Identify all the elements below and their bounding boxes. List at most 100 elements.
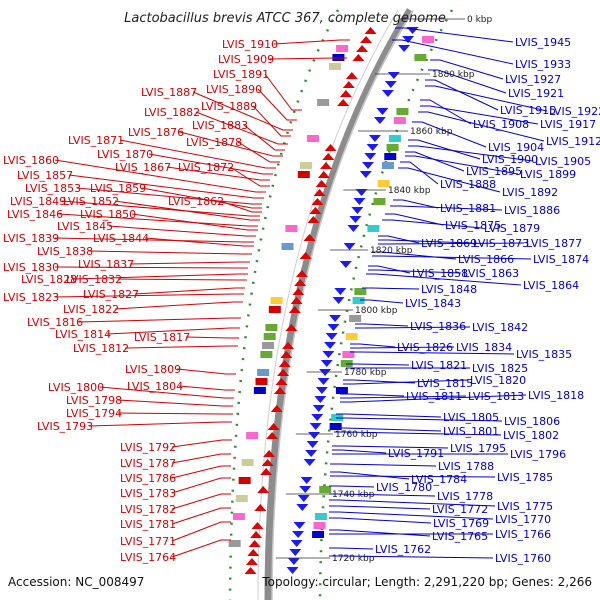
- gene-label-reverse[interactable]: LVIS_1775: [497, 500, 553, 513]
- gene-label-forward[interactable]: LVIS_1782: [120, 503, 176, 516]
- gene-label-forward[interactable]: LVIS_1839: [3, 232, 59, 245]
- gene-label-forward[interactable]: LVIS_1794: [66, 407, 122, 420]
- gene-label-forward[interactable]: LVIS_1827: [83, 288, 139, 301]
- gene-label-forward[interactable]: LVIS_1845: [57, 220, 113, 233]
- gene-label-reverse[interactable]: LVIS_1796: [510, 448, 566, 461]
- gene-label-reverse[interactable]: LVIS_1835: [516, 348, 572, 361]
- gene-label-forward[interactable]: LVIS_1890: [206, 83, 262, 96]
- gene-label-forward[interactable]: LVIS_1878: [186, 136, 242, 149]
- gene-label-reverse[interactable]: LVIS_1869: [421, 237, 477, 250]
- gene-label-reverse[interactable]: LVIS_1879: [484, 222, 540, 235]
- gene-label-forward[interactable]: LVIS_1828: [21, 273, 77, 286]
- gene-label-reverse[interactable]: LVIS_1873: [473, 237, 529, 250]
- gene-label-reverse[interactable]: LVIS_1785: [497, 471, 553, 484]
- gene-label-reverse[interactable]: LVIS_1858: [412, 267, 468, 280]
- gene-label-forward[interactable]: LVIS_1850: [80, 208, 136, 221]
- gene-label-reverse[interactable]: LVIS_1836: [410, 320, 466, 333]
- gene-label-reverse[interactable]: LVIS_1765: [432, 530, 488, 543]
- gene-label-reverse[interactable]: LVIS_1795: [450, 442, 506, 455]
- gene-label-forward[interactable]: LVIS_1891: [213, 68, 269, 81]
- gene-label-reverse[interactable]: LVIS_1815: [417, 377, 473, 390]
- gene-label-reverse[interactable]: LVIS_1766: [495, 528, 551, 541]
- gene-label-forward[interactable]: LVIS_1867: [115, 161, 171, 174]
- gene-label-reverse[interactable]: LVIS_1769: [433, 517, 489, 530]
- gene-label-forward[interactable]: LVIS_1787: [120, 457, 176, 470]
- gene-label-reverse[interactable]: LVIS_1784: [411, 473, 467, 486]
- gene-label-reverse[interactable]: LVIS_1905: [535, 155, 591, 168]
- gene-label-forward[interactable]: LVIS_1910: [222, 38, 278, 51]
- gene-label-reverse[interactable]: LVIS_1791: [388, 447, 444, 460]
- gene-label-forward[interactable]: LVIS_1852: [63, 195, 119, 208]
- gene-label-reverse[interactable]: LVIS_1818: [528, 389, 584, 402]
- gene-label-reverse[interactable]: LVIS_1834: [456, 341, 512, 354]
- gene-label-forward[interactable]: LVIS_1860: [3, 154, 59, 167]
- gene-label-reverse[interactable]: LVIS_1842: [472, 321, 528, 334]
- gene-label-reverse[interactable]: LVIS_1772: [432, 503, 488, 516]
- gene-label-reverse[interactable]: LVIS_1895: [466, 165, 522, 178]
- gene-label-forward[interactable]: LVIS_1814: [55, 328, 111, 341]
- gene-label-reverse[interactable]: LVIS_1866: [458, 253, 514, 266]
- gene-label-forward[interactable]: LVIS_1822: [63, 303, 119, 316]
- gene-label-reverse[interactable]: LVIS_1874: [533, 253, 589, 266]
- gene-label-forward[interactable]: LVIS_1823: [3, 291, 59, 304]
- gene-label-reverse[interactable]: LVIS_1899: [520, 168, 576, 181]
- gene-label-reverse[interactable]: LVIS_1788: [438, 460, 494, 473]
- gene-label-reverse[interactable]: LVIS_1945: [515, 36, 571, 49]
- gene-label-forward[interactable]: LVIS_1804: [127, 380, 183, 393]
- gene-label-reverse[interactable]: LVIS_1881: [440, 202, 496, 215]
- gene-label-forward[interactable]: LVIS_1876: [128, 126, 184, 139]
- gene-label-reverse[interactable]: LVIS_1848: [421, 283, 477, 296]
- gene-label-reverse[interactable]: LVIS_1820: [470, 374, 526, 387]
- gene-label-reverse[interactable]: LVIS_1877: [526, 237, 582, 250]
- gene-label-reverse[interactable]: LVIS_1806: [504, 415, 560, 428]
- gene-label-forward[interactable]: LVIS_1862: [168, 195, 224, 208]
- gene-label-reverse[interactable]: LVIS_1826: [397, 341, 453, 354]
- gene-label-reverse[interactable]: LVIS_1864: [523, 279, 579, 292]
- gene-label-forward[interactable]: LVIS_1830: [3, 261, 59, 274]
- gene-label-forward[interactable]: LVIS_1857: [17, 169, 73, 182]
- gene-label-reverse[interactable]: LVIS_1780: [376, 481, 432, 494]
- gene-label-reverse[interactable]: LVIS_1801: [443, 425, 499, 438]
- gene-label-forward[interactable]: LVIS_1816: [27, 316, 83, 329]
- gene-label-reverse[interactable]: LVIS_1778: [437, 490, 493, 503]
- gene-label-forward[interactable]: LVIS_1844: [93, 232, 149, 245]
- gene-label-reverse[interactable]: LVIS_1875: [445, 219, 501, 232]
- gene-label-forward[interactable]: LVIS_1798: [66, 394, 122, 407]
- gene-label-reverse[interactable]: LVIS_1904: [488, 141, 544, 154]
- gene-label-reverse[interactable]: LVIS_1760: [495, 552, 551, 565]
- gene-label-reverse[interactable]: LVIS_1813: [468, 390, 524, 403]
- gene-label-forward[interactable]: LVIS_1871: [68, 134, 124, 147]
- gene-label-reverse[interactable]: LVIS_1886: [504, 204, 560, 217]
- gene-label-reverse[interactable]: LVIS_1912: [546, 135, 600, 148]
- gene-label-reverse[interactable]: LVIS_1843: [405, 297, 461, 310]
- gene-label-reverse[interactable]: LVIS_1821: [411, 359, 467, 372]
- gene-label-reverse[interactable]: LVIS_1927: [505, 73, 561, 86]
- gene-label-forward[interactable]: LVIS_1872: [178, 161, 234, 174]
- gene-label-forward[interactable]: LVIS_1781: [120, 518, 176, 531]
- gene-label-forward[interactable]: LVIS_1837: [78, 258, 134, 271]
- gene-label-forward[interactable]: LVIS_1859: [90, 182, 146, 195]
- gene-label-forward[interactable]: LVIS_1809: [125, 363, 181, 376]
- gene-label-reverse[interactable]: LVIS_1888: [440, 178, 496, 191]
- gene-label-reverse[interactable]: LVIS_1811: [406, 390, 462, 403]
- gene-label-reverse[interactable]: LVIS_1863: [463, 267, 519, 280]
- gene-label-forward[interactable]: LVIS_1800: [48, 381, 104, 394]
- gene-label-forward[interactable]: LVIS_1887: [141, 86, 197, 99]
- gene-label-forward[interactable]: LVIS_1889: [201, 100, 257, 113]
- gene-label-reverse[interactable]: LVIS_1921: [508, 87, 564, 100]
- gene-label-forward[interactable]: LVIS_1792: [120, 441, 176, 454]
- gene-label-forward[interactable]: LVIS_1909: [218, 53, 274, 66]
- gene-label-forward[interactable]: LVIS_1817: [134, 331, 190, 344]
- gene-label-forward[interactable]: LVIS_1870: [97, 148, 153, 161]
- gene-label-forward[interactable]: LVIS_1883: [192, 119, 248, 132]
- gene-label-reverse[interactable]: LVIS_1892: [502, 186, 558, 199]
- gene-label-reverse[interactable]: LVIS_1922: [549, 105, 600, 118]
- gene-label-forward[interactable]: LVIS_1764: [120, 551, 176, 564]
- gene-label-reverse[interactable]: LVIS_1908: [473, 118, 529, 131]
- gene-label-reverse[interactable]: LVIS_1915: [500, 104, 556, 117]
- gene-label-reverse[interactable]: LVIS_1933: [515, 58, 571, 71]
- gene-label-forward[interactable]: LVIS_1832: [66, 273, 122, 286]
- gene-label-reverse[interactable]: LVIS_1762: [375, 543, 431, 556]
- gene-label-forward[interactable]: LVIS_1882: [144, 106, 200, 119]
- gene-label-forward[interactable]: LVIS_1812: [73, 342, 129, 355]
